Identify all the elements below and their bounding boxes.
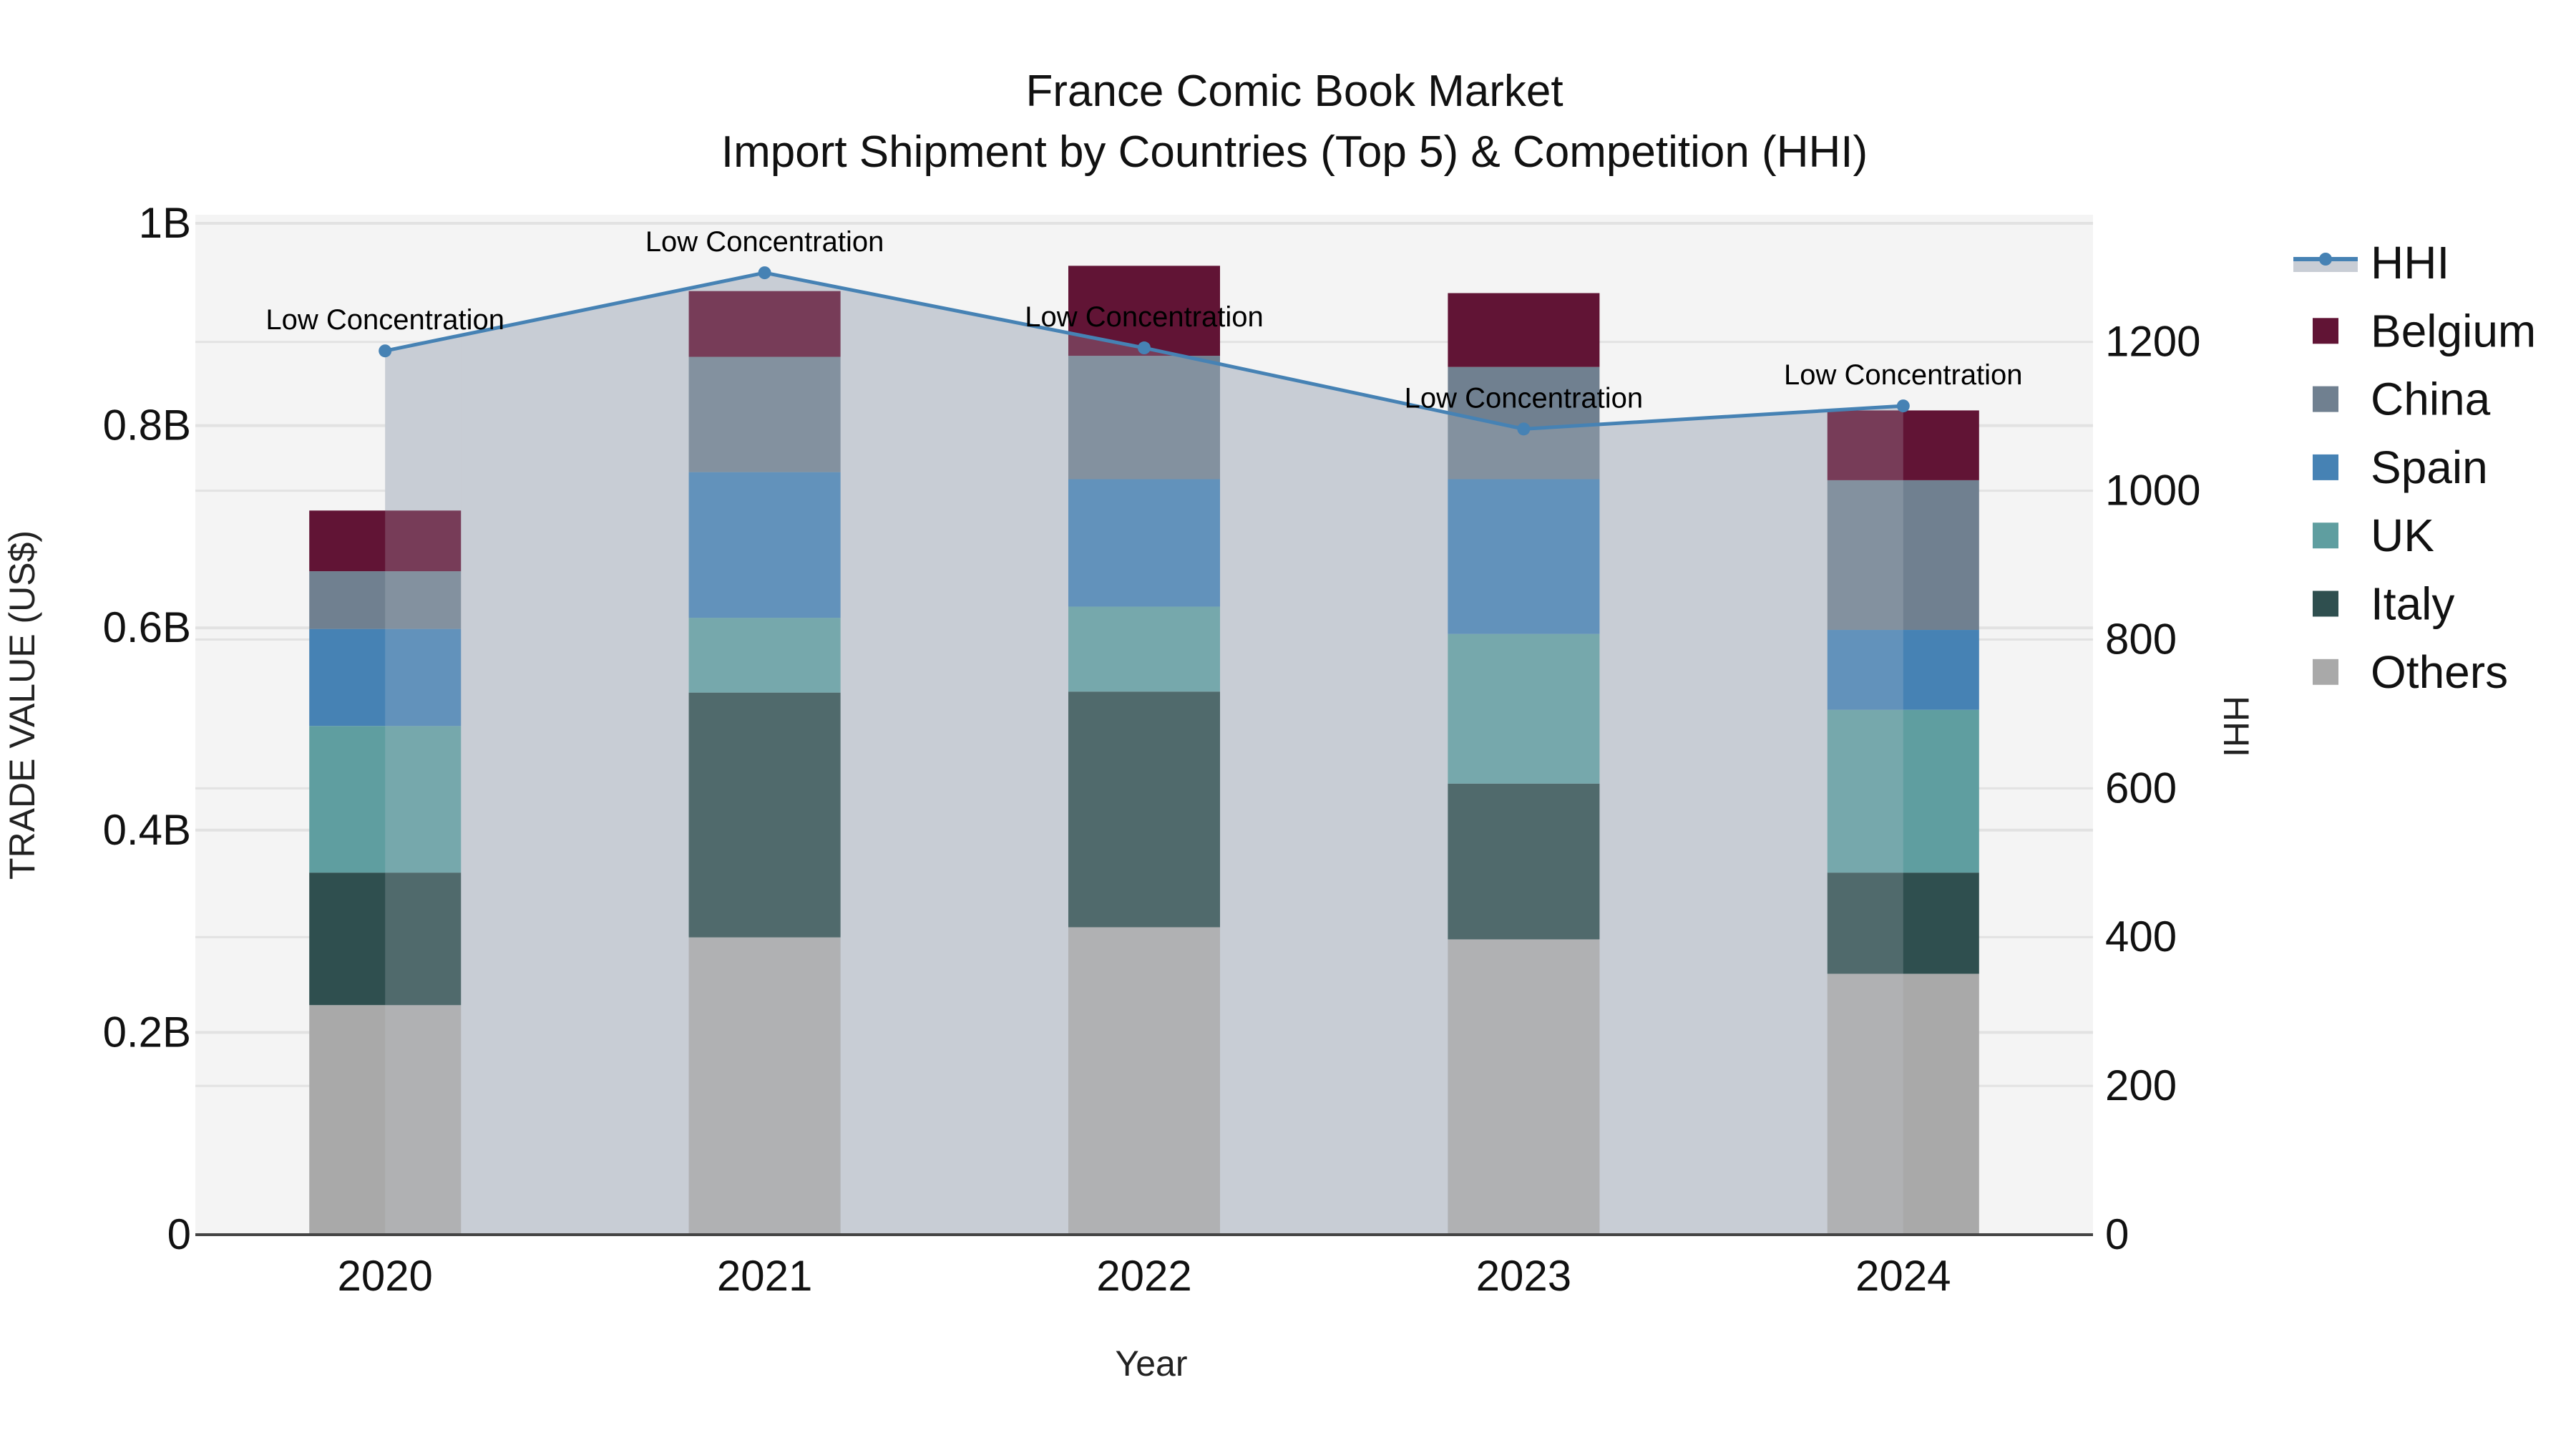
- y2-axis-title: HHI: [2216, 696, 2256, 757]
- bar-segment-italy-2024[interactable]: [1827, 873, 1979, 974]
- y-tick-label: 1B: [139, 199, 191, 247]
- bar-segment-others-2021[interactable]: [688, 937, 841, 1235]
- legend-label: Belgium: [2371, 305, 2536, 356]
- hhi-marker-2024[interactable]: [1896, 399, 1910, 413]
- legend-label: Italy: [2371, 578, 2454, 630]
- hhi-annotation-2024: Low Concentration: [1784, 359, 2023, 391]
- bar-segment-belgium-2024[interactable]: [1827, 410, 1979, 480]
- legend-item-others[interactable]: Others: [2313, 646, 2508, 698]
- bar-segment-spain-2022[interactable]: [1068, 479, 1220, 607]
- y-tick-label: 0.4B: [103, 806, 191, 854]
- bar-segment-others-2022[interactable]: [1068, 927, 1220, 1235]
- y-axis-title: TRADE VALUE (US$): [2, 530, 42, 880]
- bar-segment-others-2024[interactable]: [1827, 973, 1979, 1235]
- bar-segment-belgium-2020[interactable]: [309, 510, 462, 572]
- bar-group-2020: [309, 510, 462, 1235]
- y-tick-label: 0.6B: [103, 603, 191, 651]
- bar-segment-belgium-2022[interactable]: [1068, 266, 1220, 356]
- legend-item-china[interactable]: China: [2313, 374, 2491, 425]
- x-tick-label: 2020: [337, 1252, 432, 1300]
- bar-segment-uk-2021[interactable]: [688, 618, 841, 693]
- hhi-annotation-2023: Low Concentration: [1405, 382, 1644, 414]
- axes: 0 0.2B 0.4B 0.6B 0.8B 1B 0 200 400 600 800 1000 1200…: [103, 199, 2201, 1300]
- legend-item-uk[interactable]: UK: [2313, 510, 2434, 561]
- bar-segment-uk-2020[interactable]: [309, 726, 462, 873]
- y2-tick-label: 800: [2105, 615, 2177, 663]
- y2-tick-label: 400: [2105, 913, 2177, 961]
- legend-label: Spain: [2371, 442, 2488, 493]
- legend-label: Others: [2371, 646, 2508, 698]
- bar-group-2023: [1448, 293, 1600, 1235]
- legend-swatch-icon: [2313, 454, 2338, 480]
- hhi-marker-2020[interactable]: [379, 344, 392, 358]
- bar-segment-spain-2023[interactable]: [1448, 479, 1600, 634]
- stacked-bars: [309, 266, 1979, 1235]
- y2-tick-label: 1200: [2105, 318, 2200, 366]
- chart-title: France Comic Book Market Import Shipment…: [721, 67, 1868, 177]
- bar-segment-italy-2020[interactable]: [309, 873, 462, 1006]
- x-tick-label: 2024: [1855, 1252, 1951, 1300]
- chart-subtitle: Import Shipment by Countries (Top 5) & C…: [721, 127, 1868, 177]
- y2-tick-label: 200: [2105, 1061, 2177, 1109]
- bar-segment-italy-2022[interactable]: [1068, 691, 1220, 928]
- bar-group-2022: [1068, 266, 1220, 1235]
- hhi-marker-2023[interactable]: [1517, 422, 1531, 436]
- x-tick-label: 2023: [1476, 1252, 1571, 1300]
- x-tick-label: 2022: [1096, 1252, 1191, 1300]
- bar-segment-spain-2024[interactable]: [1827, 630, 1979, 710]
- bar-segment-spain-2021[interactable]: [688, 472, 841, 618]
- hhi-marker-2022[interactable]: [1138, 341, 1151, 355]
- bar-segment-italy-2023[interactable]: [1448, 783, 1600, 940]
- legend-label: UK: [2371, 510, 2434, 561]
- x-axis-title: Year: [1115, 1343, 1187, 1384]
- hhi-area-overlay: [385, 273, 1903, 1235]
- legend-swatch-icon: [2313, 591, 2338, 617]
- legend: HHI Belgium China Spain UK Italy Others: [2293, 237, 2536, 698]
- x-tick-label: 2021: [717, 1252, 812, 1300]
- legend-marker-icon: [2319, 253, 2332, 266]
- chart-title-line-1: France Comic Book Market: [1025, 67, 1563, 116]
- legend-label: China: [2371, 374, 2491, 425]
- legend-item-hhi[interactable]: HHI: [2293, 237, 2449, 288]
- hhi-area-overlay-fill: [385, 273, 1903, 1235]
- legend-swatch-icon: [2313, 659, 2338, 685]
- bar-segment-uk-2024[interactable]: [1827, 709, 1979, 873]
- legend-item-spain[interactable]: Spain: [2313, 442, 2488, 493]
- legend-swatch-icon: [2313, 386, 2338, 412]
- legend-swatch-icon: [2313, 523, 2338, 549]
- hhi-marker-2021[interactable]: [758, 266, 771, 280]
- bar-segment-china-2022[interactable]: [1068, 356, 1220, 480]
- bar-segment-belgium-2021[interactable]: [688, 291, 841, 357]
- bar-segment-spain-2020[interactable]: [309, 628, 462, 726]
- bar-segment-others-2023[interactable]: [1448, 939, 1600, 1235]
- y-tick-label: 0.8B: [103, 402, 191, 449]
- bar-segment-china-2024[interactable]: [1827, 480, 1979, 631]
- bar-segment-china-2020[interactable]: [309, 571, 462, 629]
- bar-group-2021: [688, 291, 841, 1235]
- hhi-annotation-2021: Low Concentration: [645, 226, 884, 258]
- hhi-line: [379, 266, 1910, 436]
- bar-segment-italy-2021[interactable]: [688, 692, 841, 938]
- legend-item-belgium[interactable]: Belgium: [2313, 305, 2536, 356]
- y2-tick-label: 0: [2105, 1210, 2129, 1258]
- bar-segment-others-2020[interactable]: [309, 1005, 462, 1235]
- hhi-annotations: Low Concentration Low Concentration Low Co…: [265, 226, 2022, 414]
- y-tick-label: 0: [167, 1210, 191, 1258]
- hhi-annotation-2022: Low Concentration: [1025, 301, 1264, 333]
- y2-tick-label: 600: [2105, 764, 2177, 812]
- bar-segment-belgium-2023[interactable]: [1448, 293, 1600, 367]
- legend-label: HHI: [2371, 237, 2449, 288]
- legend-item-italy[interactable]: Italy: [2313, 578, 2454, 630]
- bar-group-2024: [1827, 410, 1979, 1235]
- y-tick-label: 0.2B: [103, 1008, 191, 1056]
- bar-segment-china-2021[interactable]: [688, 356, 841, 472]
- hhi-annotation-2020: Low Concentration: [265, 304, 504, 336]
- y2-tick-label: 1000: [2105, 467, 2200, 515]
- bar-segment-uk-2022[interactable]: [1068, 606, 1220, 692]
- legend-swatch-icon: [2313, 318, 2338, 344]
- bar-segment-uk-2023[interactable]: [1448, 633, 1600, 784]
